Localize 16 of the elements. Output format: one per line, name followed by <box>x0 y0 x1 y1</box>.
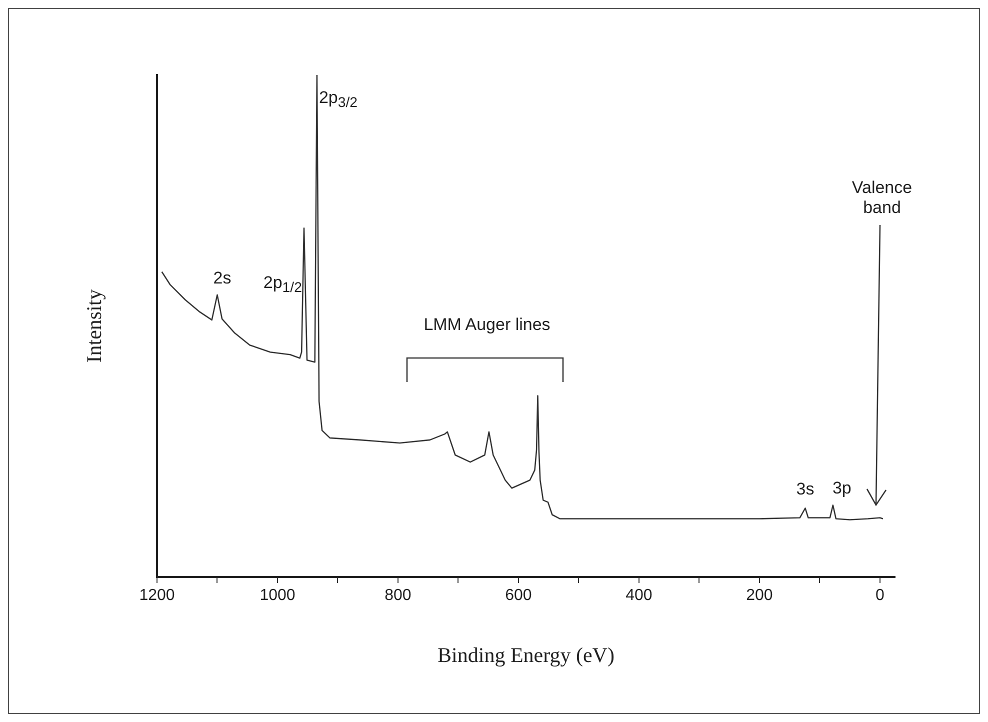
y-axis-title: Intensity <box>82 288 106 363</box>
x-axis-title: Binding Energy (eV) <box>438 642 614 667</box>
x-tick-label: 400 <box>626 587 652 604</box>
annotation: Valence band <box>850 178 914 219</box>
x-tick-label: 800 <box>384 587 412 604</box>
x-tick-label: 600 <box>505 587 532 604</box>
annotation: 2p$_{1/2}$ <box>263 272 302 298</box>
annotation: LMM Auger lines <box>424 314 550 336</box>
x-tick-label: 200 <box>746 587 773 604</box>
x-tick-label: 1000 <box>260 587 296 604</box>
annotation: 2s <box>213 268 232 289</box>
annotation: 2p$_{3/2}$ <box>318 88 358 112</box>
x-tick-label: 0 <box>875 587 884 604</box>
annotation: 3s <box>796 480 814 500</box>
x-tick-label: 1200 <box>139 587 175 604</box>
annotation: 3p <box>832 478 852 500</box>
